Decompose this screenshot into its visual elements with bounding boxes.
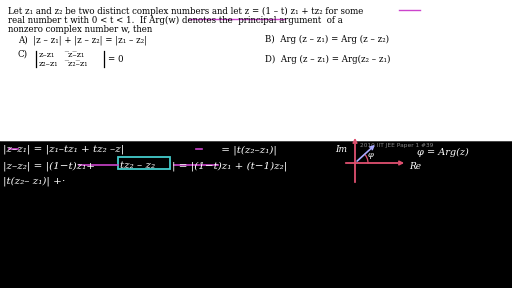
Text: D)  Arg (z – z₁) = Arg(z₂ – z₁): D) Arg (z – z₁) = Arg(z₂ – z₁) xyxy=(265,55,391,64)
Text: Re: Re xyxy=(409,162,421,171)
Text: φ: φ xyxy=(368,151,374,159)
Bar xyxy=(0,0,512,141)
Text: z₂–z₁: z₂–z₁ xyxy=(39,60,58,68)
Text: φ = Arg(z): φ = Arg(z) xyxy=(417,148,469,157)
Text: Im: Im xyxy=(335,145,347,154)
Text: = |t(z₂–z₁)|: = |t(z₂–z₁)| xyxy=(218,145,277,155)
Text: tz₂ – z₂: tz₂ – z₂ xyxy=(120,161,155,170)
Text: Im: Im xyxy=(357,124,369,133)
Text: 2010 IIT JEE Paper 1 #39: 2010 IIT JEE Paper 1 #39 xyxy=(360,143,433,148)
Text: A)  |z – z₁| + |z – z₂| = |z₁ – z₂|: A) |z – z₁| + |z – z₂| = |z₁ – z₂| xyxy=(18,35,147,45)
Text: | = |(1−t)z₁ + (t−1)z₂|: | = |(1−t)z₁ + (t−1)z₂| xyxy=(172,161,287,170)
Text: z–z₁: z–z₁ xyxy=(39,51,55,59)
Text: ̅z₂–̅z₁: ̅z₂–̅z₁ xyxy=(68,60,88,68)
Text: = 0: = 0 xyxy=(108,55,123,64)
Text: Let z₁ and z₂ be two distinct complex numbers and let z = (1 – t) z₁ + tz₂ for s: Let z₁ and z₂ be two distinct complex nu… xyxy=(8,7,364,16)
Text: z: z xyxy=(377,133,382,142)
Text: ̅z–̅z₁: ̅z–̅z₁ xyxy=(68,51,84,59)
Text: |t(z₂– z₁)| +⋅: |t(z₂– z₁)| +⋅ xyxy=(3,176,66,186)
Text: nonzero complex number w, then: nonzero complex number w, then xyxy=(8,25,152,34)
Bar xyxy=(118,157,170,169)
Text: B)  Arg (z – z₁) = Arg (z – z₂): B) Arg (z – z₁) = Arg (z – z₂) xyxy=(265,35,389,44)
Text: |z–z₁| = |z₁–tz₁ + tz₂ –z|: |z–z₁| = |z₁–tz₁ + tz₂ –z| xyxy=(3,145,124,154)
Text: |z–z₂| = |(1−t)z₁+: |z–z₂| = |(1−t)z₁+ xyxy=(3,161,95,170)
Text: C): C) xyxy=(18,50,28,59)
Text: real number t with 0 < t < 1.  If Arg(w) denotes the  principal argument  of a: real number t with 0 < t < 1. If Arg(w) … xyxy=(8,16,343,25)
